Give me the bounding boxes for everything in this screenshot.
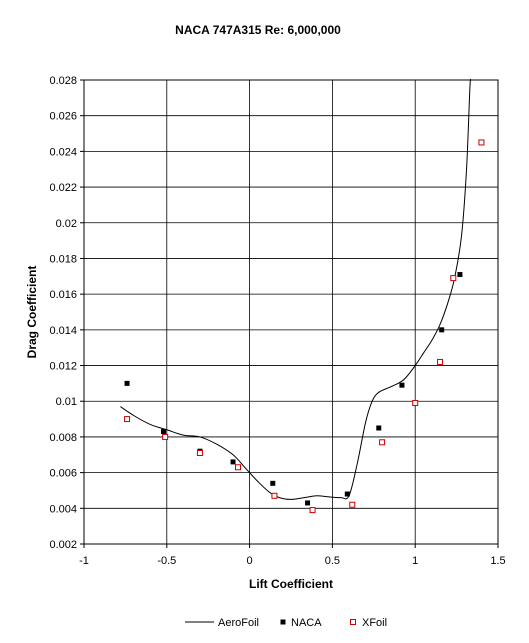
legend-hollow-square-swatch [350, 619, 356, 625]
series-layer [120, 78, 485, 514]
naca-point [376, 425, 382, 431]
x-axis-title: Lift Coefficient [249, 577, 333, 591]
y-axis-title: Drag Coefficient [25, 266, 39, 359]
chart-title: NACA 747A315 Re: 6,000,000 [175, 23, 341, 37]
xfoil-point [437, 358, 444, 365]
gridlines [83, 79, 499, 545]
y-tick-label: 0.018 [49, 253, 77, 265]
legend-filled-square-swatch [280, 619, 286, 625]
naca-point [270, 480, 276, 486]
naca-point [305, 500, 311, 506]
y-tick-label: 0.024 [49, 146, 77, 158]
legend-item-aerofoil: AeroFoil [185, 617, 259, 629]
xfoil-point [235, 464, 242, 471]
x-tick-label: -1 [79, 555, 89, 567]
series-aerofoil [120, 78, 472, 500]
xfoil-point [309, 507, 316, 514]
legend-item-xfoil: XFoil [350, 617, 387, 629]
naca-point [344, 491, 350, 497]
xfoil-point [349, 501, 356, 508]
xfoil-point [271, 492, 278, 499]
legend-label: XFoil [362, 617, 387, 629]
xfoil-point [162, 433, 169, 440]
legend-item-naca: NACA [280, 617, 322, 629]
xfoil-point [478, 139, 485, 146]
y-tick-label: 0.026 [49, 111, 77, 123]
naca-point [160, 429, 166, 435]
naca-point [439, 327, 445, 333]
y-tick-label: 0.002 [49, 539, 77, 551]
series-naca [124, 272, 463, 506]
y-tick-label: 0.016 [49, 289, 77, 301]
y-tick-label: 0.008 [49, 432, 77, 444]
x-tick-label: 0 [247, 555, 253, 567]
y-tick-label: 0.004 [49, 503, 77, 515]
y-tick-label: 0.006 [49, 468, 77, 480]
xfoil-point [124, 416, 131, 423]
naca-point [457, 272, 463, 278]
y-axis-ticks: 0.002 0.004 0.006 0.008 0.01 0.012 0.014 0.016 0… [49, 75, 84, 551]
xfoil-point [196, 449, 203, 456]
y-tick-label: 0.01 [56, 396, 77, 408]
naca-point [230, 459, 236, 465]
y-tick-label: 0.028 [49, 75, 77, 87]
x-tick-label: 1.5 [490, 555, 505, 567]
x-tick-label: 1 [412, 555, 418, 567]
y-tick-label: 0.022 [49, 182, 77, 194]
series-xfoil [124, 139, 485, 514]
xfoil-point [450, 275, 457, 282]
x-tick-label: -0.5 [157, 555, 176, 567]
legend: AeroFoil NACA XFoil [185, 617, 387, 629]
legend-label: NACA [291, 617, 322, 629]
plot-area [83, 79, 499, 545]
legend-label: AeroFoil [218, 617, 259, 629]
naca-point [124, 380, 130, 386]
y-tick-label: 0.014 [49, 325, 77, 337]
xfoil-point [412, 400, 419, 407]
y-tick-label: 0.012 [49, 361, 77, 373]
naca-point [399, 382, 405, 388]
aerofoil-curve [120, 78, 472, 500]
x-axis-ticks: -1 -0.5 0 0.5 1 1.5 [79, 544, 506, 567]
x-tick-label: 0.5 [325, 555, 340, 567]
y-tick-label: 0.02 [56, 218, 77, 230]
xfoil-point [379, 439, 386, 446]
